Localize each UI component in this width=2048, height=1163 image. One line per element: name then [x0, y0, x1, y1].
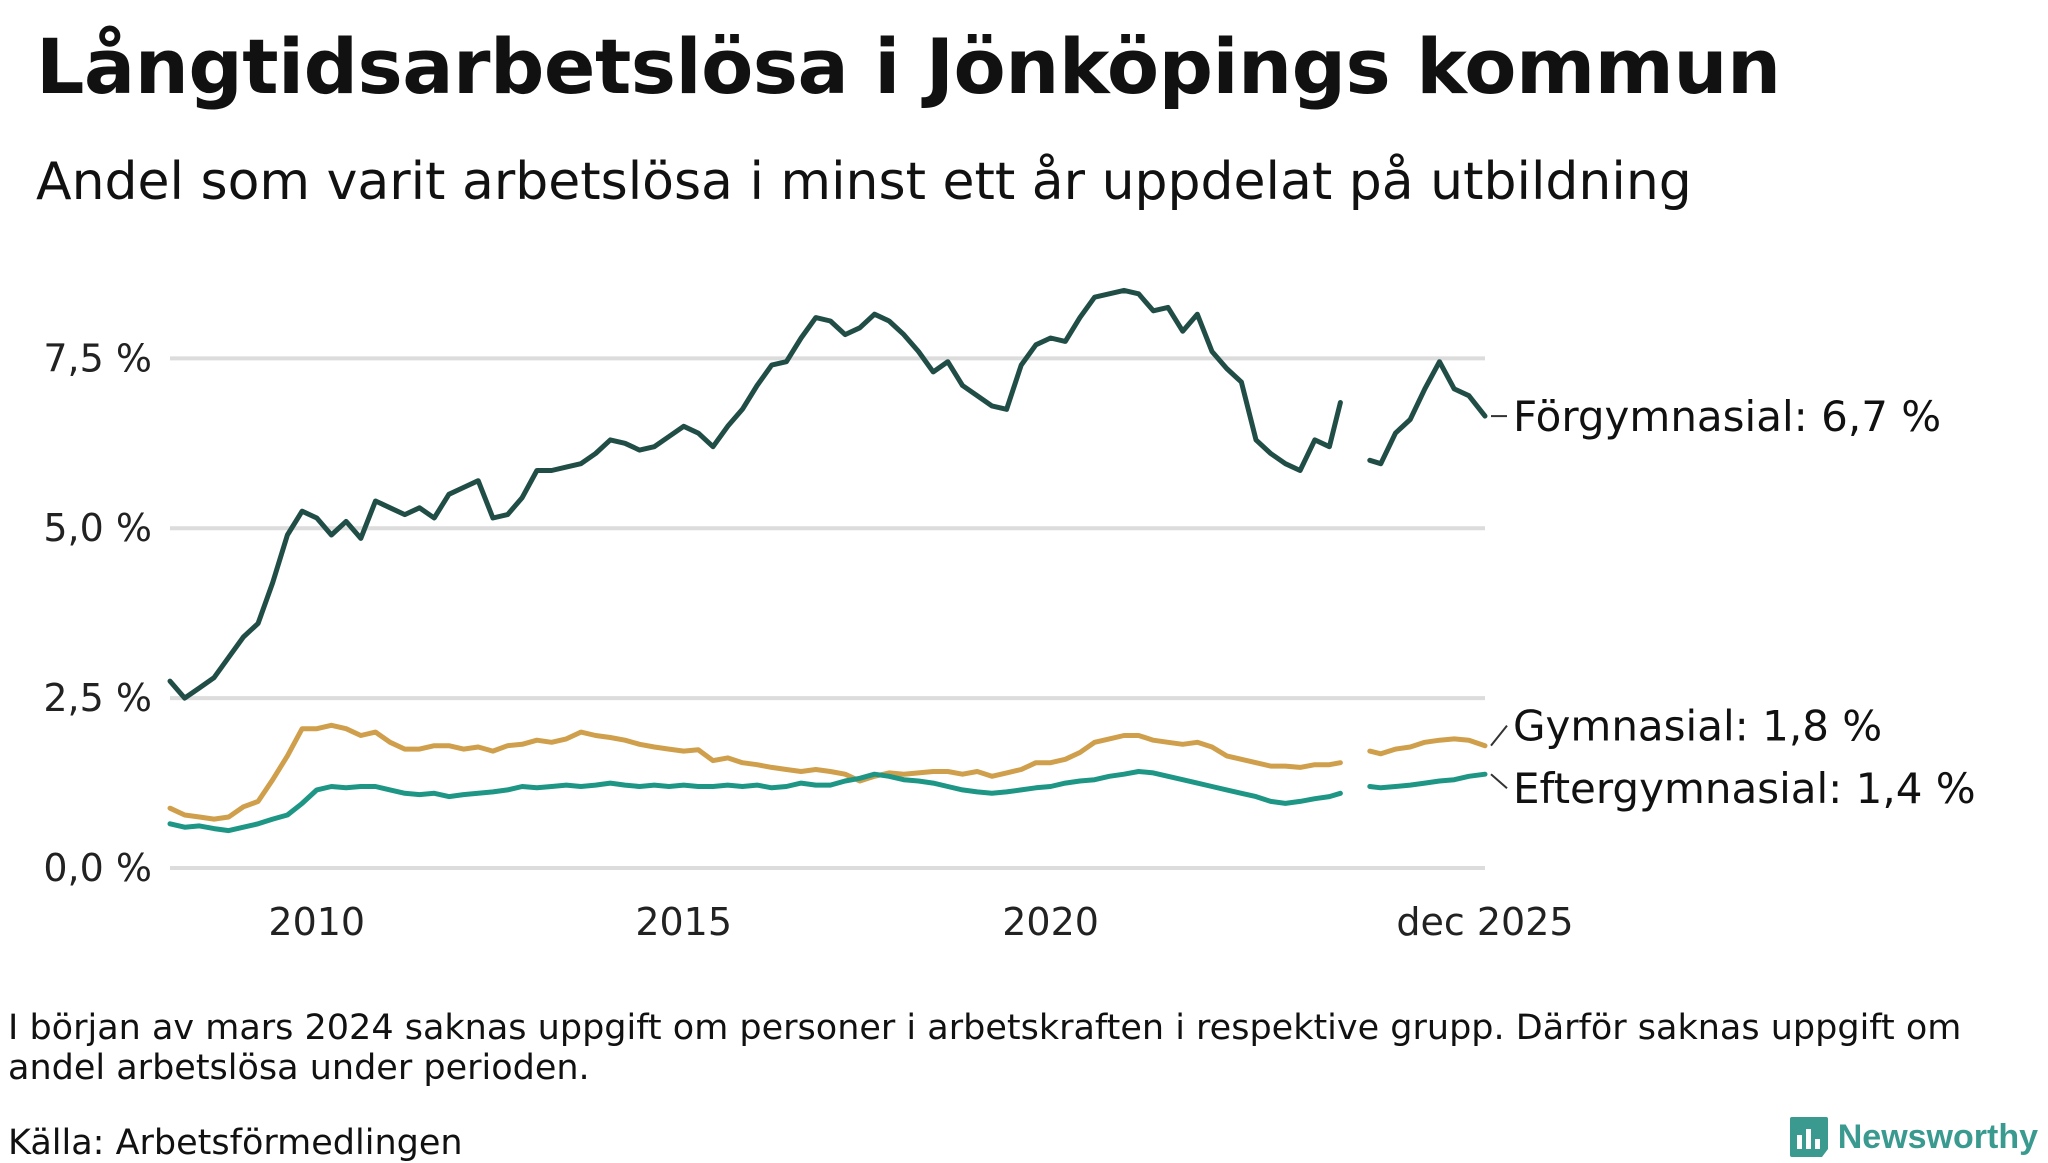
- series-line-gymnasial: [1370, 739, 1485, 754]
- newsworthy-logo-icon: [1788, 1115, 1830, 1159]
- series-line-eftergymnasial: [1370, 774, 1485, 788]
- label-connector: [1491, 774, 1507, 788]
- y-tick-label: 7,5 %: [43, 336, 152, 380]
- end-labels: Förgymnasial: 6,7 % Gymnasial: 1,8 % Efter…: [1491, 392, 1976, 813]
- x-tick-label: 2015: [635, 900, 732, 944]
- y-axis: 0,0 % 2,5 % 5,0 % 7,5 %: [43, 336, 152, 890]
- x-axis: 2010 2015 2020 dec 2025: [268, 900, 1573, 944]
- y-tick-label: 2,5 %: [43, 676, 152, 720]
- x-tick-label: dec 2025: [1396, 900, 1573, 944]
- series-line-gymnasial: [170, 725, 1340, 819]
- series-lines: [170, 290, 1485, 830]
- brand-logo: Newsworthy: [1788, 1115, 2038, 1159]
- brand-name: Newsworthy: [1838, 1118, 2038, 1157]
- footnote: I början av mars 2024 saknas uppgift om …: [8, 1008, 2028, 1088]
- y-tick-label: 5,0 %: [43, 506, 152, 550]
- series-line-förgymnasial: [1370, 362, 1485, 464]
- series-line-förgymnasial: [170, 290, 1340, 698]
- line-chart: 0,0 % 2,5 % 5,0 % 7,5 % 2010 2015 2020 dec 202…: [0, 0, 2048, 1000]
- y-tick-label: 0,0 %: [43, 846, 152, 890]
- gridlines: [170, 358, 1485, 868]
- source-credit: Källa: Arbetsförmedlingen: [8, 1123, 463, 1163]
- x-tick-label: 2010: [268, 900, 365, 944]
- x-tick-label: 2020: [1002, 900, 1099, 944]
- end-label-förgymnasial: Förgymnasial: 6,7 %: [1513, 392, 1941, 441]
- series-line-eftergymnasial: [170, 772, 1340, 831]
- end-label-eftergymnasial: Eftergymnasial: 1,4 %: [1513, 764, 1976, 813]
- end-label-gymnasial: Gymnasial: 1,8 %: [1513, 702, 1882, 751]
- label-connector: [1491, 726, 1507, 746]
